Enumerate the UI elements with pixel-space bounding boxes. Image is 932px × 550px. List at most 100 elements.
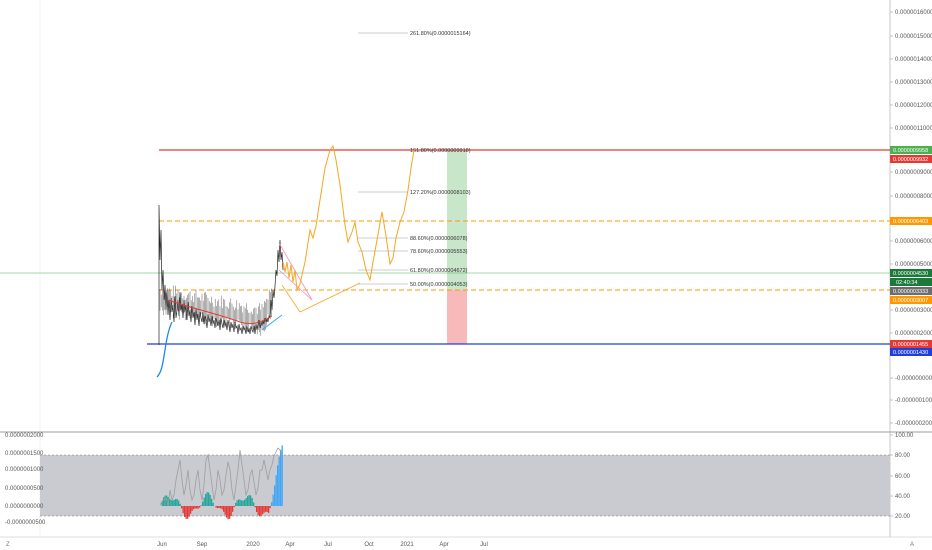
price-tick-label: 0.0000015000 — [895, 34, 932, 40]
target-zone[interactable] — [447, 150, 467, 290]
histogram-bar — [182, 506, 184, 514]
osc-left-tick-label: 0.0000000000 — [5, 504, 44, 510]
price-tag-orange-lower-bg — [890, 296, 932, 304]
histogram-bar — [224, 506, 226, 515]
price-tag-countdown-bg — [890, 278, 932, 286]
histogram-bar — [239, 499, 241, 506]
histogram-bar — [205, 493, 207, 506]
price-tick-label: 0.0000012000 — [895, 103, 932, 109]
histogram-bar — [278, 456, 280, 506]
time-axis-label: Oct — [364, 542, 374, 548]
histogram-bar — [232, 506, 234, 512]
histogram-bar — [280, 449, 282, 506]
histogram-bar — [242, 500, 244, 506]
price-tag-top-green[interactable]: 0.0000009958 — [890, 146, 932, 154]
histogram-bar — [202, 501, 204, 506]
histogram-bar — [268, 506, 270, 513]
histogram-bar — [277, 465, 279, 506]
histogram-bar — [257, 506, 259, 516]
histogram-bar — [260, 506, 262, 516]
red-moving-average — [167, 299, 273, 325]
histogram-bar — [199, 506, 201, 508]
time-axis-label: Jun — [157, 542, 167, 548]
main-price-axis[interactable]: 0.0000016000 0.0000015000 0.0000014000 0.00… — [890, 10, 932, 427]
price-tick-label: 0.0000009000 — [895, 170, 932, 176]
histogram-bar — [229, 506, 231, 519]
histogram-bar — [265, 506, 267, 512]
fib-label-50: 50.00%(0.0000004053) — [410, 282, 468, 288]
histogram-bar — [176, 499, 178, 506]
price-tick-label: 0.0000002000 — [895, 331, 932, 337]
histogram-bar — [197, 506, 199, 509]
histogram-bar — [185, 506, 187, 519]
histogram-bar — [173, 499, 175, 506]
osc-left-tick-label: 0.0000001000 — [5, 467, 44, 473]
histogram-bar — [263, 506, 265, 513]
oscillator-left-axis: 0.0000002000 0.0000001500 0.0000001000 0.00… — [5, 433, 46, 526]
histogram-bar — [238, 499, 240, 506]
price-tick-label: -0.0000001000 — [895, 398, 932, 404]
histogram-bar — [223, 506, 225, 512]
histogram-bar — [251, 498, 253, 506]
histogram-bar — [188, 506, 190, 517]
histogram-bar — [191, 506, 193, 511]
price-tag-green-mid-text: 0.0000004530 — [893, 271, 928, 277]
histogram-bar — [200, 505, 202, 506]
time-axis-label: 2021 — [400, 542, 414, 548]
histogram-bar — [208, 492, 210, 506]
histogram-bar — [172, 500, 174, 506]
price-tag-countdown: 02:40:34 — [890, 278, 932, 286]
price-tick-label: 0.0000008000 — [895, 194, 932, 200]
histogram-bar — [241, 500, 243, 506]
price-tag-orange-upper[interactable]: 0.0000006403 — [890, 217, 932, 225]
histogram-bar — [181, 506, 183, 509]
stop-zone[interactable] — [447, 290, 467, 344]
time-axis[interactable]: Jun Sep 2020 Apr Jul Oct 2021 Apr Jul — [157, 542, 488, 548]
price-tick-label: 0.0000016000 — [895, 10, 932, 16]
histogram-bar — [215, 506, 217, 508]
histogram-bar — [259, 506, 261, 517]
price-tag-gray-mid-text: 0.0000003333 — [893, 289, 928, 295]
time-axis-label: Apr — [439, 542, 448, 548]
histogram-bar — [275, 475, 277, 506]
oscillator-line — [159, 447, 283, 506]
price-tick-label: -0.0000002000 — [895, 421, 932, 427]
projected-path[interactable] — [282, 144, 415, 292]
price-tag-red-low[interactable]: 0.0000001455 — [890, 340, 932, 348]
histogram-bar — [226, 506, 228, 518]
time-axis-label: Sep — [197, 542, 208, 548]
price-tick-label: 0.0000011000 — [895, 126, 932, 132]
fib-label-61: 61.80%(0.0000004672) — [410, 268, 468, 274]
histogram-bar — [184, 506, 186, 517]
price-tag-green-mid-bg — [890, 269, 932, 277]
blue-curve — [156, 321, 173, 378]
price-tag-top-red[interactable]: 0.0000009932 — [890, 155, 932, 163]
histogram-bar — [233, 506, 235, 508]
histogram-bar — [193, 506, 195, 510]
histogram-bar — [206, 492, 208, 506]
price-tag-orange-upper-text: 0.0000006403 — [893, 219, 928, 225]
histogram-bar — [248, 495, 250, 506]
histogram-bar — [217, 506, 219, 509]
price-tag-blue-low[interactable]: 0.0000001430 — [890, 348, 932, 356]
histogram-bar — [187, 506, 189, 519]
price-tag-orange-lower-text: 0.0000003007 — [893, 298, 928, 304]
price-tick-label: 0.0000014000 — [895, 57, 932, 63]
histogram-bar — [274, 485, 276, 506]
osc-right-tick-label: 60.00 — [895, 474, 911, 480]
time-axis-label: Jul — [324, 542, 332, 548]
osc-right-tick-label: 40.00 — [895, 494, 911, 500]
time-axis-label: 2020 — [246, 542, 260, 548]
price-tag-gray-mid[interactable]: 0.0000003333 — [890, 287, 932, 295]
price-tick-label: -0.0000000000 — [895, 376, 932, 382]
auto-scale-toggle[interactable]: A — [910, 542, 914, 548]
price-tag-green-mid[interactable]: 0.0000004530 — [890, 269, 932, 277]
histogram-bar — [164, 495, 166, 506]
left-corner-label[interactable]: Z — [6, 542, 10, 548]
histogram-bar — [161, 501, 163, 506]
price-tag-blue-low-bg — [890, 348, 932, 356]
price-tick-label: 0.0000006000 — [895, 239, 932, 245]
price-tick-label: 0.0000013000 — [895, 80, 932, 86]
price-tag-orange-lower[interactable]: 0.0000003007 — [890, 296, 932, 304]
